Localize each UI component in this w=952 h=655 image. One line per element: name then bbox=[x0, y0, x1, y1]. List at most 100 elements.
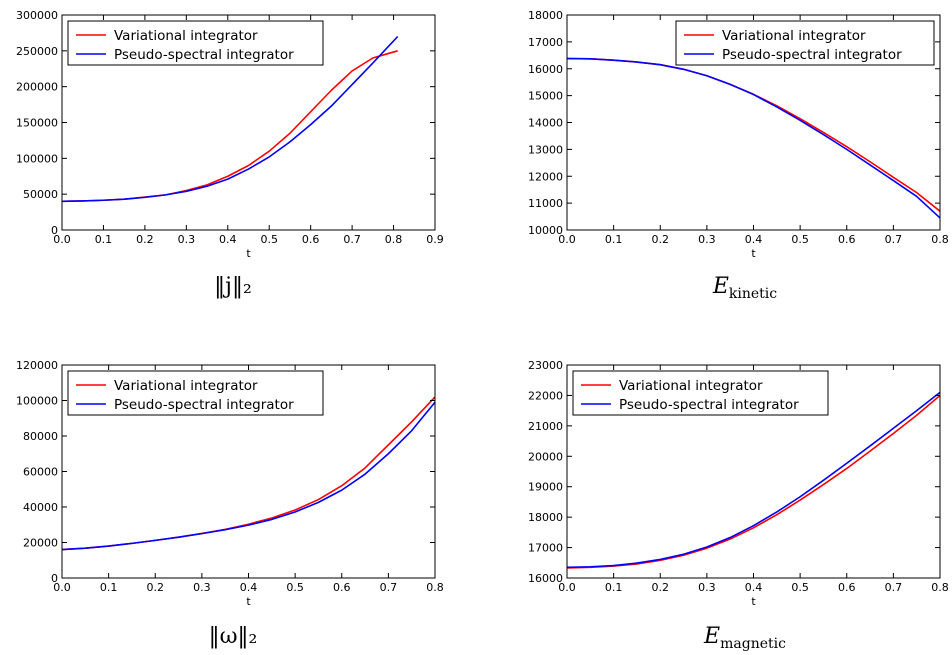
x-axis-label: t bbox=[751, 247, 756, 260]
series-line-pseudo-spectral bbox=[567, 391, 940, 569]
x-tick-label: 0.5 bbox=[791, 581, 809, 594]
x-tick-label: 0.3 bbox=[698, 233, 716, 246]
x-tick-label: 0.7 bbox=[343, 233, 361, 246]
y-tick-label: 18000 bbox=[528, 511, 563, 524]
y-tick-label: 17000 bbox=[528, 36, 563, 49]
y-tick-label: 23000 bbox=[528, 359, 563, 372]
legend: Variational integrator Pseudo-spectral in… bbox=[67, 20, 324, 66]
chart-panel-4: 0.0 0.1 0.2 0.3 0.4 0.5 0.6 0.7 0.8 16000 17000 180… bbox=[528, 359, 949, 652]
y-tick-label: 18000 bbox=[528, 9, 563, 22]
x-tick-label: 0.2 bbox=[652, 581, 670, 594]
legend-box bbox=[67, 370, 324, 416]
x-tick-label: 0.6 bbox=[838, 581, 856, 594]
x-tick-label: 0.4 bbox=[745, 233, 763, 246]
y-tick-label: 20000 bbox=[23, 537, 58, 550]
x-tick-label: 0.5 bbox=[791, 233, 809, 246]
x-tick-label: 0.6 bbox=[333, 581, 351, 594]
y-tick-label: 300000 bbox=[16, 9, 58, 22]
x-axis-label: t bbox=[246, 247, 251, 260]
x-tick-label: 0.8 bbox=[385, 233, 403, 246]
chart-panel-3: 0.0 0.1 0.2 0.3 0.4 0.5 0.6 0.7 0.8 0 20000 40000 60… bbox=[16, 359, 444, 649]
panel-caption: Ekinetic bbox=[712, 274, 777, 302]
x-tick-label: 0.8 bbox=[931, 233, 949, 246]
legend: Variational integrator Pseudo-spectral in… bbox=[675, 20, 935, 66]
legend-label-pseudo-spectral: Pseudo-spectral integrator bbox=[722, 47, 902, 63]
y-tick-label: 19000 bbox=[528, 481, 563, 494]
y-tick-label: 0 bbox=[51, 224, 58, 237]
panel-caption: ‖ω‖₂ bbox=[209, 624, 258, 649]
series-line-pseudo-spectral bbox=[567, 57, 940, 219]
y-tick-label: 13000 bbox=[528, 143, 563, 156]
legend-box bbox=[67, 20, 324, 66]
series-line-pseudo-spectral bbox=[62, 401, 435, 551]
x-tick-label: 0.9 bbox=[426, 233, 444, 246]
x-tick-label: 0.5 bbox=[286, 581, 304, 594]
y-tick-label: 17000 bbox=[528, 542, 563, 555]
legend-label-variational: Variational integrator bbox=[114, 378, 258, 394]
panel-caption: Emagnetic bbox=[703, 624, 786, 652]
y-tick-label: 16000 bbox=[528, 63, 563, 76]
x-tick-label: 0.1 bbox=[605, 233, 623, 246]
x-tick-label: 0.2 bbox=[147, 581, 165, 594]
x-tick-label: 0.6 bbox=[838, 233, 856, 246]
legend-label-variational: Variational integrator bbox=[619, 378, 763, 394]
x-tick-label: 0.3 bbox=[698, 581, 716, 594]
series-line-variational bbox=[62, 396, 435, 551]
x-tick-label: 0.0 bbox=[53, 233, 71, 246]
x-tick-label: 0.1 bbox=[95, 233, 113, 246]
y-tick-label: 20000 bbox=[528, 450, 563, 463]
legend: Variational integrator Pseudo-spectral in… bbox=[572, 370, 829, 416]
series-line-variational bbox=[567, 394, 940, 569]
x-tick-label: 0.5 bbox=[260, 233, 278, 246]
x-tick-label: 0.7 bbox=[380, 581, 398, 594]
x-tick-label: 0.1 bbox=[605, 581, 623, 594]
x-axis-label: t bbox=[246, 595, 251, 608]
y-tick-label: 120000 bbox=[16, 359, 58, 372]
legend-label-pseudo-spectral: Pseudo-spectral integrator bbox=[619, 397, 799, 413]
y-tick-label: 14000 bbox=[528, 117, 563, 130]
y-tick-label: 150000 bbox=[16, 117, 58, 130]
legend-box bbox=[675, 20, 935, 66]
y-tick-label: 100000 bbox=[16, 152, 58, 165]
y-tick-label: 50000 bbox=[23, 188, 58, 201]
y-tick-label: 40000 bbox=[23, 501, 58, 514]
x-tick-label: 0.2 bbox=[652, 233, 670, 246]
x-tick-label: 0.4 bbox=[240, 581, 258, 594]
chart-panel-2: 0.0 0.1 0.2 0.3 0.4 0.5 0.6 0.7 0.8 10000 11000 120… bbox=[528, 9, 949, 302]
x-tick-label: 0.3 bbox=[193, 581, 211, 594]
y-tick-label: 80000 bbox=[23, 430, 58, 443]
x-tick-label: 0.2 bbox=[136, 233, 154, 246]
y-tick-label: 60000 bbox=[23, 466, 58, 479]
legend: Variational integrator Pseudo-spectral in… bbox=[67, 370, 324, 416]
x-tick-label: 0.0 bbox=[558, 233, 576, 246]
y-tick-label: 15000 bbox=[528, 90, 563, 103]
x-tick-label: 0.0 bbox=[558, 581, 576, 594]
x-tick-label: 0.3 bbox=[178, 233, 196, 246]
y-tick-label: 100000 bbox=[16, 395, 58, 408]
panel-caption: ‖j‖₂ bbox=[214, 274, 252, 299]
legend-label-variational: Variational integrator bbox=[114, 28, 258, 44]
y-tick-label: 21000 bbox=[528, 420, 563, 433]
x-tick-label: 0.1 bbox=[100, 581, 118, 594]
y-tick-label: 16000 bbox=[528, 572, 563, 585]
x-tick-label: 0.7 bbox=[885, 233, 903, 246]
x-tick-label: 0.8 bbox=[931, 581, 949, 594]
x-tick-label: 0.8 bbox=[426, 581, 444, 594]
y-tick-label: 22000 bbox=[528, 389, 563, 402]
x-tick-label: 0.6 bbox=[302, 233, 320, 246]
y-tick-label: 250000 bbox=[16, 45, 58, 58]
x-tick-label: 0.4 bbox=[219, 233, 237, 246]
y-tick-label: 200000 bbox=[16, 81, 58, 94]
y-tick-label: 12000 bbox=[528, 170, 563, 183]
legend-box bbox=[572, 370, 829, 416]
y-tick-label: 10000 bbox=[528, 224, 563, 237]
legend-label-pseudo-spectral: Pseudo-spectral integrator bbox=[114, 397, 294, 413]
x-tick-label: 0.0 bbox=[53, 581, 71, 594]
x-tick-label: 0.7 bbox=[885, 581, 903, 594]
legend-label-variational: Variational integrator bbox=[722, 28, 866, 44]
chart-panel-1: 0.0 0.1 0.2 0.3 0.4 0.5 0.6 0.7 0.8 0.9 0 50000 1000… bbox=[16, 9, 444, 299]
legend-label-pseudo-spectral: Pseudo-spectral integrator bbox=[114, 47, 294, 63]
y-tick-label: 11000 bbox=[528, 197, 563, 210]
series-line-pseudo-spectral bbox=[62, 35, 399, 203]
